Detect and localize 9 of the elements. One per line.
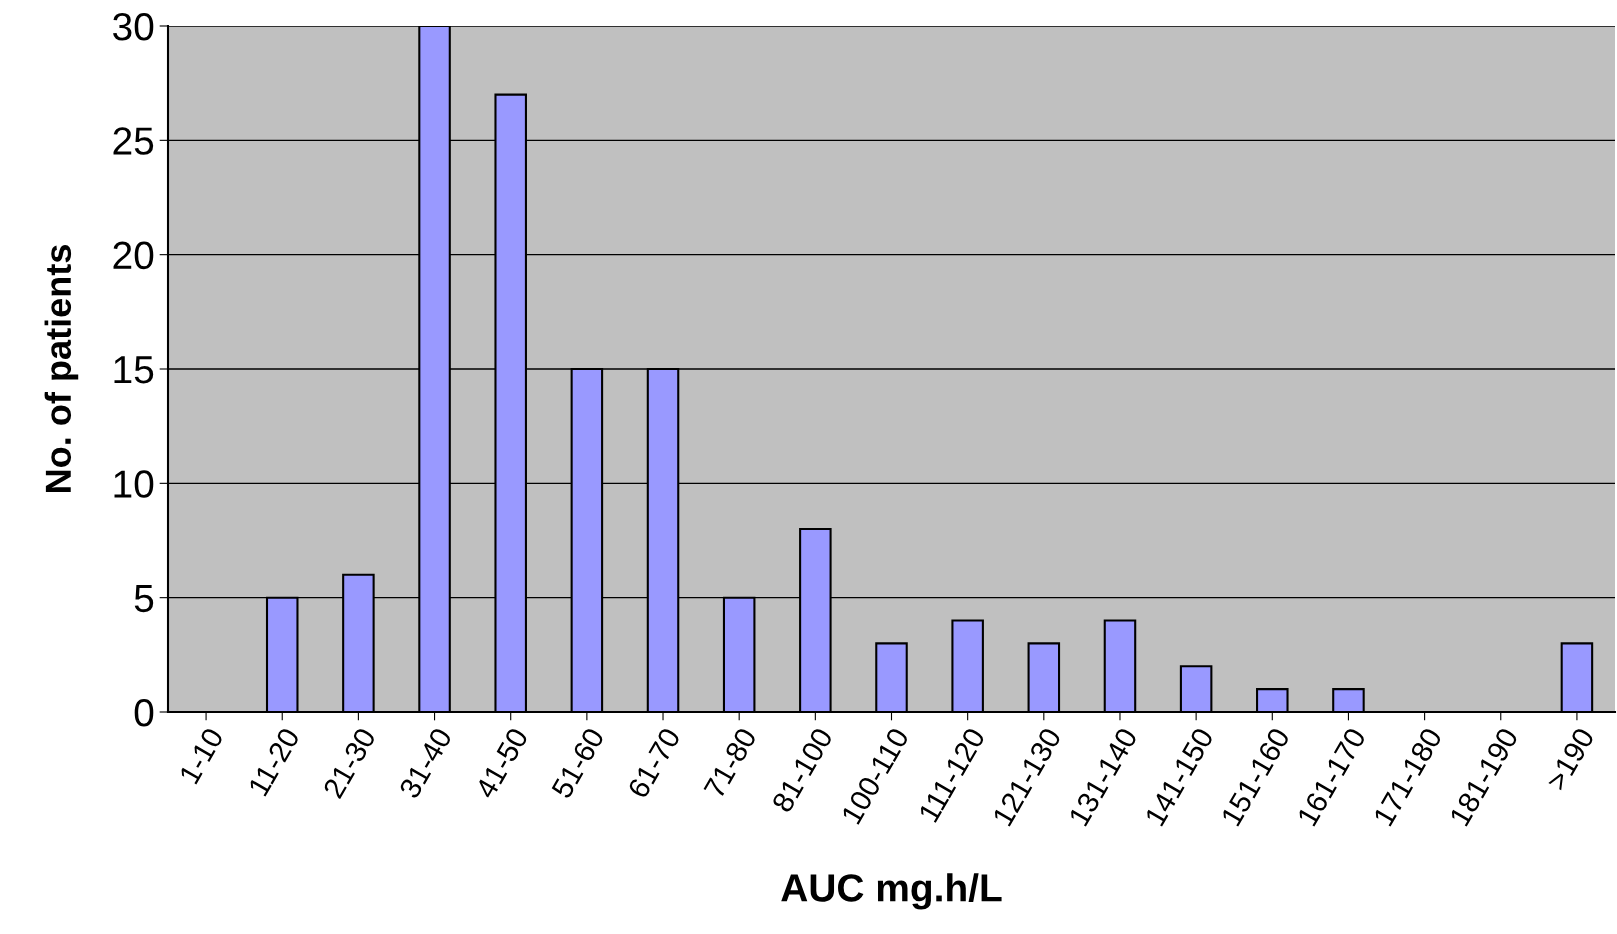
x-axis-title: AUC mg.h/L xyxy=(781,873,1002,910)
y-tick-label: 25 xyxy=(113,127,154,155)
y-tick-label: 30 xyxy=(113,12,154,41)
y-tick-label: 10 xyxy=(114,470,154,498)
y-tick-label: 20 xyxy=(113,241,154,270)
y-tick-label: 15 xyxy=(114,356,154,384)
y-axis-title: No. of patients xyxy=(44,245,79,492)
y-tick-label: 0 xyxy=(134,698,154,727)
y-tick-label: 5 xyxy=(134,585,154,613)
